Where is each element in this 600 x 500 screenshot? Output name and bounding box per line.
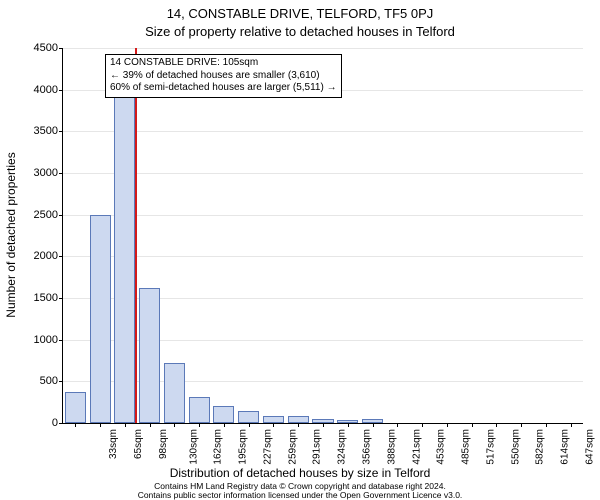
xtick-mark (323, 423, 324, 427)
ytick-mark (59, 90, 63, 91)
xtick-mark (273, 423, 274, 427)
ytick-label: 3000 (8, 167, 58, 179)
gridline (63, 215, 583, 216)
xtick-label: 388sqm (386, 429, 397, 465)
xtick-label: 130sqm (188, 429, 199, 465)
xtick-label: 582sqm (535, 429, 546, 465)
ytick-label: 3500 (8, 125, 58, 137)
ytick-mark (59, 340, 63, 341)
xtick-label: 356sqm (362, 429, 373, 465)
xtick-label: 647sqm (584, 429, 595, 465)
ytick-label: 1000 (8, 334, 58, 346)
xtick-label: 291sqm (312, 429, 323, 465)
xtick-label: 227sqm (263, 429, 274, 465)
chart-container: 14, CONSTABLE DRIVE, TELFORD, TF5 0PJ Si… (0, 0, 600, 500)
xtick-mark (75, 423, 76, 427)
bar (189, 397, 210, 423)
xtick-mark (397, 423, 398, 427)
bar (164, 363, 185, 423)
xtick-mark (571, 423, 572, 427)
bar (65, 392, 86, 423)
xtick-label: 421sqm (411, 429, 422, 465)
xtick-mark (199, 423, 200, 427)
xtick-mark (224, 423, 225, 427)
ytick-mark (59, 173, 63, 174)
callout-line1: 14 CONSTABLE DRIVE: 105sqm (110, 57, 337, 70)
xtick-mark (546, 423, 547, 427)
plot-area (62, 48, 583, 424)
ytick-label: 2500 (8, 209, 58, 221)
xtick-label: 453sqm (436, 429, 447, 465)
xtick-mark (521, 423, 522, 427)
callout-line3: 60% of semi-detached houses are larger (… (110, 82, 337, 95)
ytick-mark (59, 48, 63, 49)
ytick-label: 500 (8, 375, 58, 387)
xtick-mark (100, 423, 101, 427)
ytick-label: 1500 (8, 292, 58, 304)
bar (213, 406, 234, 423)
ytick-mark (59, 423, 63, 424)
xtick-mark (447, 423, 448, 427)
ytick-label: 0 (8, 417, 58, 429)
xtick-label: 65sqm (133, 429, 144, 459)
xtick-label: 195sqm (238, 429, 249, 465)
ytick-mark (59, 215, 63, 216)
xtick-mark (150, 423, 151, 427)
bar (114, 77, 135, 423)
chart-title-address: 14, CONSTABLE DRIVE, TELFORD, TF5 0PJ (0, 6, 600, 21)
gridline (63, 256, 583, 257)
xtick-label: 259sqm (287, 429, 298, 465)
footer-line2: Contains public sector information licen… (0, 491, 600, 500)
bar (90, 215, 111, 423)
bar (263, 416, 284, 424)
callout-line2: ← 39% of detached houses are smaller (3,… (110, 70, 337, 83)
bar (139, 288, 160, 423)
xtick-mark (249, 423, 250, 427)
xtick-label: 517sqm (485, 429, 496, 465)
xtick-label: 485sqm (461, 429, 472, 465)
chart-title-desc: Size of property relative to detached ho… (0, 24, 600, 39)
xtick-label: 98sqm (158, 429, 169, 459)
ytick-mark (59, 256, 63, 257)
ytick-label: 4500 (8, 42, 58, 54)
highlight-marker (135, 48, 137, 423)
gridline (63, 173, 583, 174)
footer-text: Contains HM Land Registry data © Crown c… (0, 482, 600, 499)
ytick-mark (59, 298, 63, 299)
xtick-mark (348, 423, 349, 427)
xtick-label: 324sqm (337, 429, 348, 465)
xtick-mark (373, 423, 374, 427)
x-axis-label: Distribution of detached houses by size … (0, 466, 600, 480)
ytick-label: 2000 (8, 250, 58, 262)
callout-box: 14 CONSTABLE DRIVE: 105sqm ← 39% of deta… (105, 54, 342, 98)
gridline (63, 48, 583, 49)
xtick-mark (496, 423, 497, 427)
xtick-label: 162sqm (213, 429, 224, 465)
xtick-label: 550sqm (510, 429, 521, 465)
xtick-mark (472, 423, 473, 427)
gridline (63, 131, 583, 132)
xtick-label: 33sqm (108, 429, 119, 459)
xtick-mark (422, 423, 423, 427)
bar (238, 411, 259, 423)
ytick-mark (59, 131, 63, 132)
ytick-mark (59, 381, 63, 382)
bar (288, 416, 309, 423)
xtick-mark (174, 423, 175, 427)
ytick-label: 4000 (8, 84, 58, 96)
xtick-mark (298, 423, 299, 427)
xtick-mark (125, 423, 126, 427)
xtick-label: 614sqm (560, 429, 571, 465)
